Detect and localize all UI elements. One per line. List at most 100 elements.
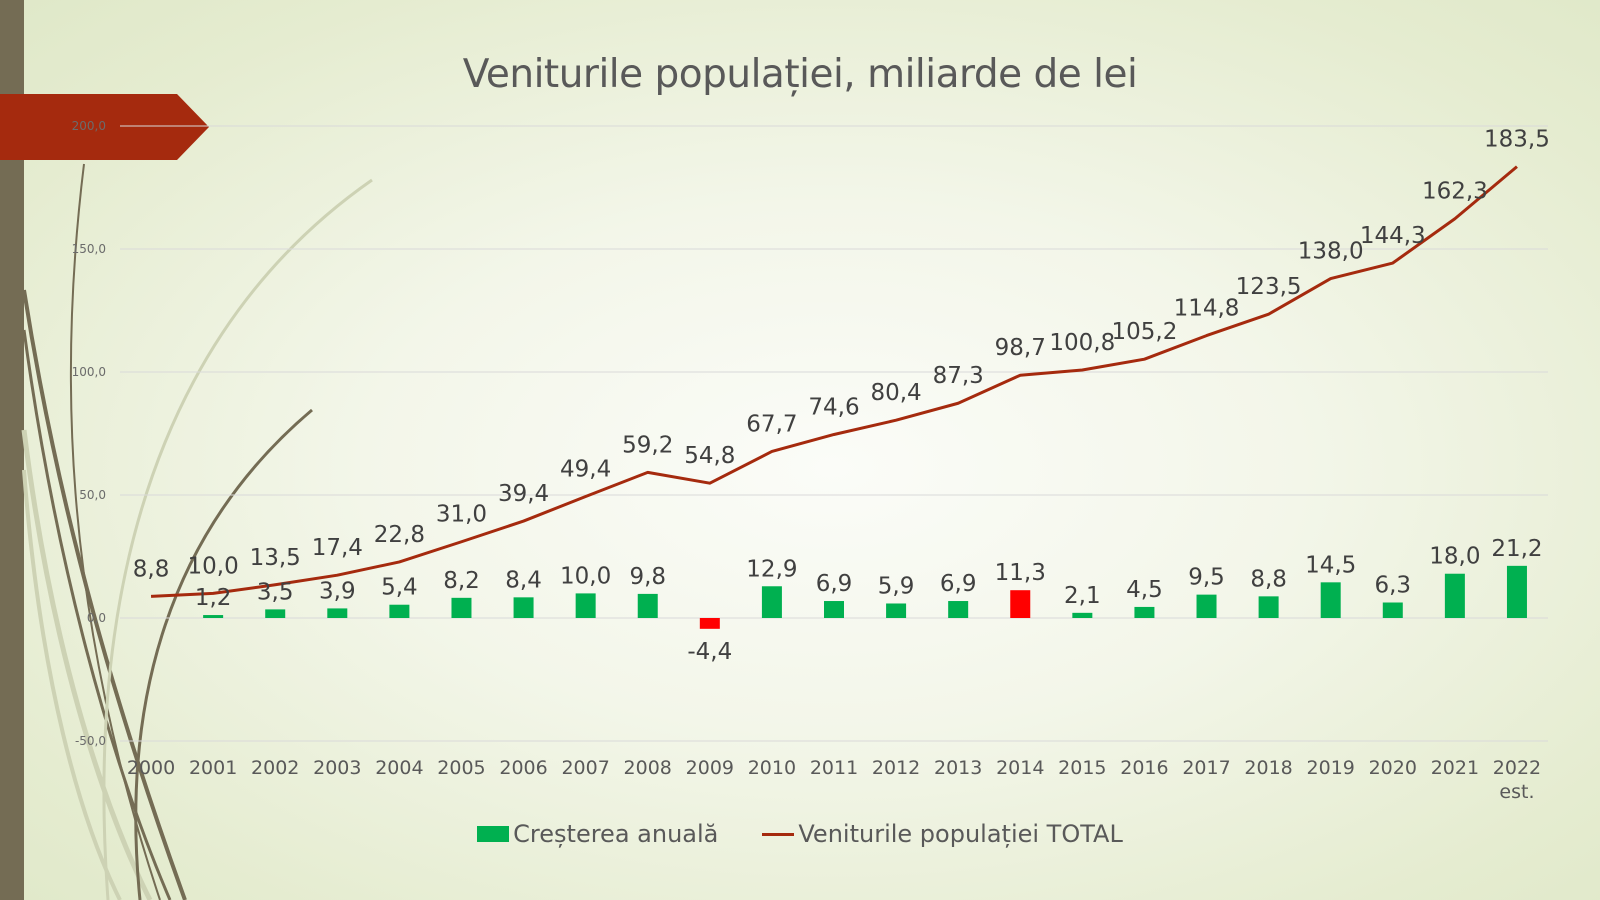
- x-tick-label: 2019: [1307, 757, 1355, 779]
- legend-label: Veniturile populației TOTAL: [798, 820, 1123, 848]
- bar-data-label: 8,2: [443, 568, 480, 594]
- x-tick-label: 2004: [375, 757, 423, 779]
- legend-bar-swatch: [477, 826, 510, 842]
- bar: [948, 601, 969, 618]
- x-tick-label: 2014: [996, 757, 1044, 779]
- bar: [513, 597, 534, 618]
- bar: [1196, 594, 1217, 618]
- line-data-label: 54,8: [684, 443, 735, 469]
- bar-data-label: 9,8: [629, 564, 666, 590]
- line-total: [150, 165, 1518, 598]
- x-tick-label: 2007: [561, 757, 609, 779]
- x-tick-label: 2012: [872, 757, 920, 779]
- bar: [1444, 573, 1465, 618]
- x-tick-label: 2003: [313, 757, 361, 779]
- bar-data-label: 6,9: [940, 571, 977, 597]
- y-tick-label: 100,0: [72, 365, 106, 379]
- line-data-label: 31,0: [436, 502, 487, 528]
- bar: [1072, 612, 1093, 618]
- bar-data-label: 3,9: [319, 578, 356, 604]
- x-tick-label: 2000: [127, 757, 175, 779]
- legend-line-swatch: [762, 832, 795, 836]
- bar-data-label: 8,8: [1250, 566, 1287, 592]
- bar: [886, 603, 907, 618]
- line-data-label: 80,4: [870, 380, 921, 406]
- bar-data-label: 5,9: [878, 573, 915, 599]
- x-tick-label: 2002: [251, 757, 299, 779]
- bar-data-label: 9,5: [1188, 565, 1225, 591]
- bar: [451, 597, 472, 618]
- x-tick-label: 2001: [189, 757, 237, 779]
- arrow-banner: [0, 94, 209, 160]
- y-axis: -50,0 0,0 50,0 100,0 150,0 200,0: [72, 119, 106, 748]
- bar: [265, 609, 286, 618]
- line-data-label: 13,5: [250, 545, 301, 571]
- y-tick-label: -50,0: [75, 734, 106, 748]
- x-tick-label: 2018: [1244, 757, 1292, 779]
- legend-item-total: Veniturile populației TOTAL: [762, 820, 1123, 848]
- line-data-label: 74,6: [808, 394, 859, 420]
- bar-data-label: 18,0: [1429, 544, 1480, 570]
- bar-series: [203, 565, 1527, 629]
- bar-data-label: 14,5: [1305, 552, 1356, 578]
- bar: [637, 593, 658, 618]
- line-data-label: 138,0: [1298, 239, 1364, 265]
- x-axis: 2000 2001 2002 2003 2004 2005 2006 2007 2008 2009…: [127, 757, 1541, 803]
- x-tick-label: 2017: [1182, 757, 1230, 779]
- legend: Creșterea anuală Veniturile populației T…: [0, 820, 1600, 848]
- bar: [1382, 602, 1403, 618]
- bar-data-label: 8,4: [505, 567, 542, 593]
- bar-data-label: 1,2: [195, 585, 232, 611]
- line-data-label: 10,0: [188, 553, 239, 579]
- chart-title: Veniturile populației, miliarde de lei: [462, 52, 1138, 97]
- x-tick-label: 2022: [1493, 757, 1541, 779]
- bar-data-label: 2,1: [1064, 583, 1101, 609]
- y-tick-label: 50,0: [79, 488, 106, 502]
- bar: [389, 604, 410, 618]
- line-data-label: 22,8: [374, 522, 425, 548]
- bar: [203, 615, 224, 618]
- line-data-label: 39,4: [498, 481, 549, 507]
- x-tick-label: 2011: [810, 757, 858, 779]
- bar-data-label: 6,3: [1374, 573, 1411, 599]
- x-tick-label: 2021: [1431, 757, 1479, 779]
- line-data-label: 183,5: [1484, 127, 1550, 153]
- bar-data-label: 3,5: [257, 579, 294, 605]
- bar: [824, 601, 844, 618]
- legend-label: Creșterea anuală: [513, 820, 719, 848]
- x-tick-label: 2005: [437, 757, 485, 779]
- bar: [1134, 606, 1155, 618]
- line-data-label: 49,4: [560, 456, 611, 482]
- bar-data-label: -4,4: [687, 639, 732, 665]
- line-data-label: 114,8: [1174, 296, 1240, 322]
- line-data-label: 67,7: [746, 411, 797, 437]
- bar: [1506, 565, 1527, 618]
- line-data-label: 98,7: [995, 335, 1046, 361]
- x-tick-label: 2013: [934, 757, 982, 779]
- bar-data-label: 5,4: [381, 575, 418, 601]
- x-tick-label: 2009: [686, 757, 734, 779]
- bar: [1258, 596, 1279, 618]
- bar: [327, 608, 348, 618]
- y-tick-label: 150,0: [72, 242, 106, 256]
- x-tick-label-suffix: est.: [1499, 781, 1534, 803]
- bar: [1010, 590, 1031, 618]
- bar-data-label: 21,2: [1491, 536, 1542, 562]
- line-data-label: 8,8: [133, 556, 170, 582]
- x-tick-label: 2015: [1058, 757, 1106, 779]
- line-data-label: 17,4: [312, 535, 363, 561]
- bar: [1320, 582, 1341, 618]
- line-data-label: 144,3: [1360, 223, 1426, 249]
- x-tick-label: 2020: [1369, 757, 1417, 779]
- bar-data-label: 11,3: [995, 560, 1046, 586]
- x-tick-label: 2008: [624, 757, 672, 779]
- y-tick-label: 0,0: [87, 611, 106, 625]
- bar: [761, 586, 782, 618]
- line-series: [150, 165, 1518, 598]
- line-data-label: 162,3: [1422, 179, 1488, 205]
- bar-data-label: 12,9: [746, 556, 797, 582]
- x-tick-label: 2006: [499, 757, 547, 779]
- bar-data-label: 4,5: [1126, 577, 1163, 603]
- line-data-label: 105,2: [1112, 319, 1178, 345]
- bar: [699, 618, 720, 629]
